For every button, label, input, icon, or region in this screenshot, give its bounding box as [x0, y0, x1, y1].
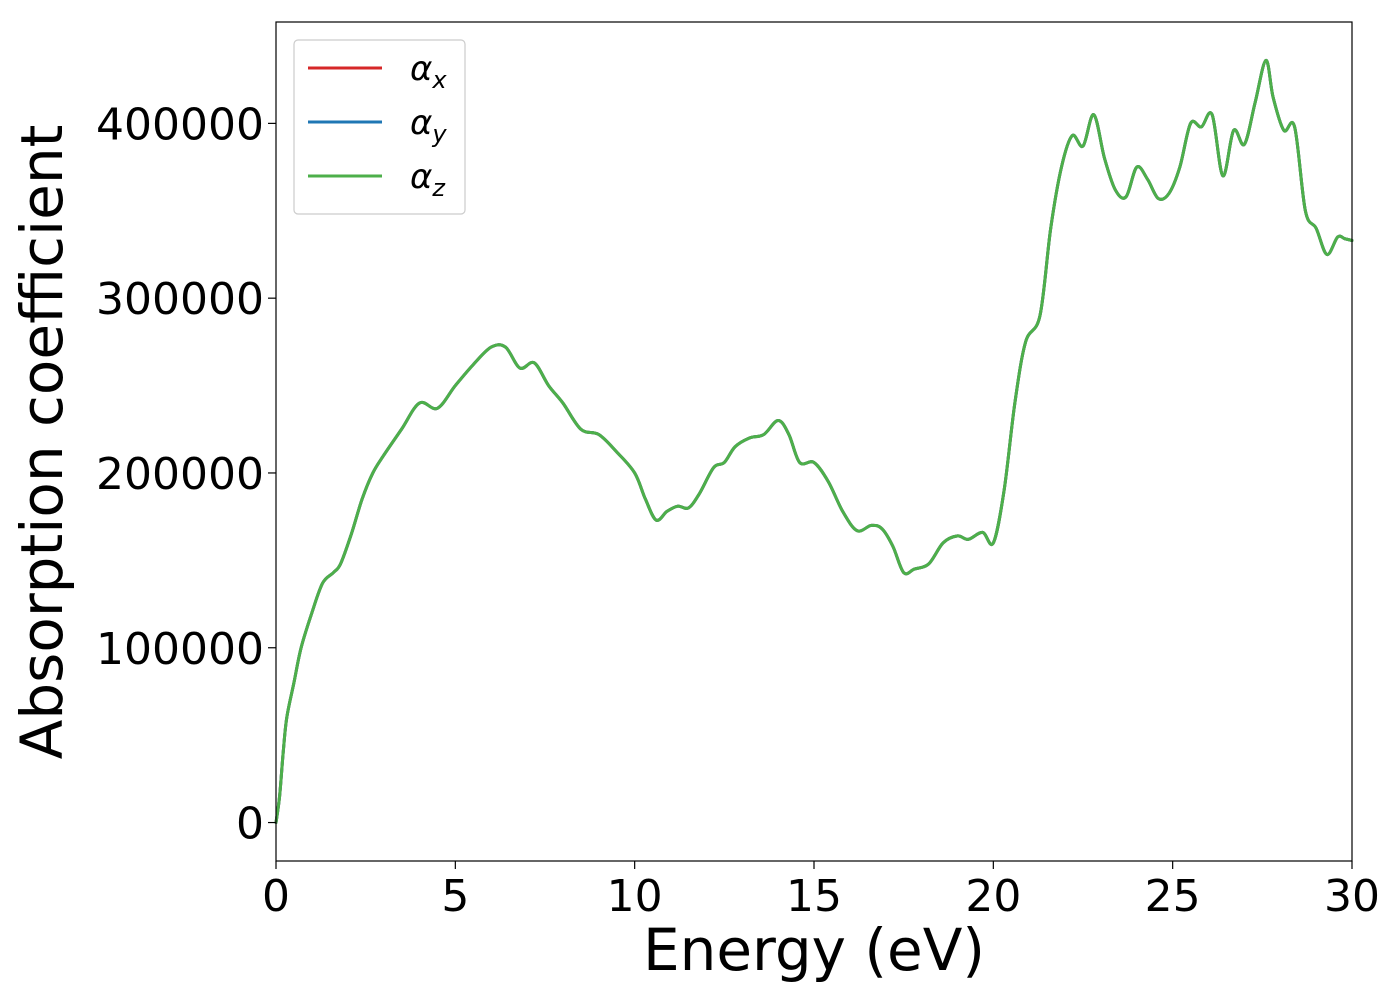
legend-label-y: αy: [410, 103, 447, 148]
y-axis-title: Absorption coefficient: [8, 125, 76, 760]
legend-box: [293, 39, 466, 215]
series-line-z: [274, 58, 1354, 825]
x-tick-label: 20: [965, 871, 1021, 922]
legend: αx αy αz: [293, 39, 466, 215]
y-tick-label: 300000: [96, 274, 264, 325]
x-tick-label: 15: [786, 871, 842, 922]
x-tick-label: 5: [441, 871, 469, 922]
x-tick-label: 0: [262, 871, 290, 922]
legend-label-z: αz: [410, 157, 446, 202]
legend-label-x: αx: [410, 49, 447, 94]
y-tick-label: 400000: [96, 99, 264, 150]
x-tick-label: 10: [607, 871, 663, 922]
y-tick-label: 100000: [96, 624, 264, 675]
x-axis-ticks: 0 5 10 15 20 25 30: [262, 861, 1380, 922]
y-axis-ticks: 0 100000 200000 300000 400000: [96, 99, 276, 850]
x-tick-label: 30: [1324, 871, 1380, 922]
series-layer: [274, 58, 1354, 825]
y-tick-label: 0: [236, 799, 264, 850]
y-tick-label: 200000: [96, 449, 264, 500]
x-tick-label: 25: [1145, 871, 1201, 922]
x-axis-title: Energy (eV): [643, 916, 985, 984]
